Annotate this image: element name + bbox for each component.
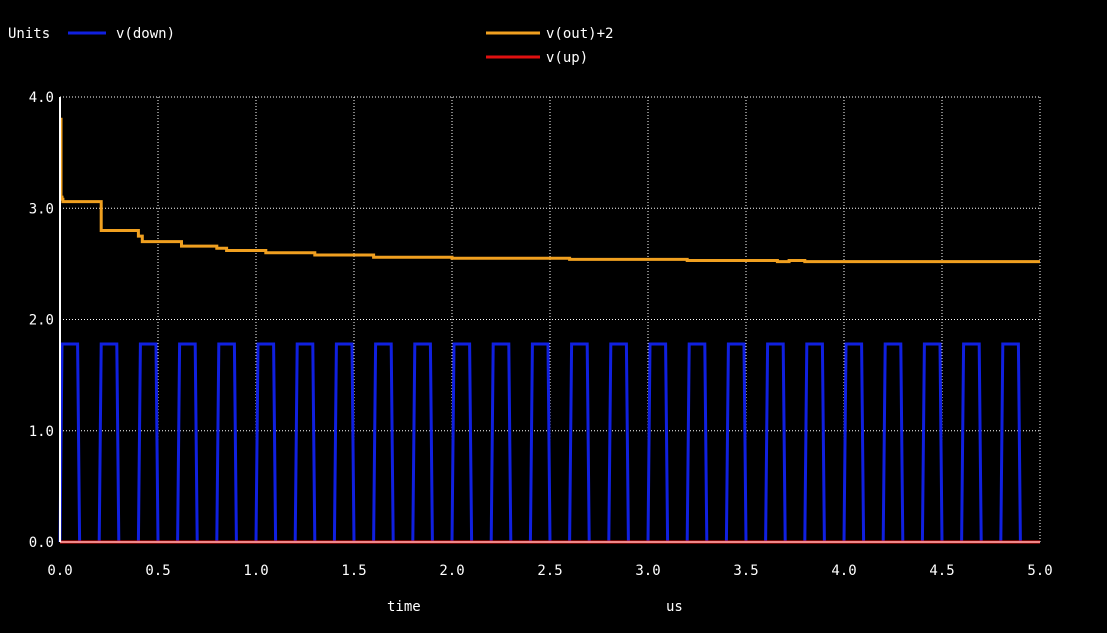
legend-label-v-up: v(up) xyxy=(546,50,588,66)
x-tick-label: 1.0 xyxy=(243,563,268,579)
x-tick-label: 3.0 xyxy=(635,563,660,579)
x-tick-label: 5.0 xyxy=(1027,563,1052,579)
x-tick-label: 1.5 xyxy=(341,563,366,579)
x-tick-label: 3.5 xyxy=(733,563,758,579)
tick-labels: 0.0 0.5 1.0 1.5 2.0 2.5 3.0 3.5 4.0 4.5 5.0 0.0 1.0 2… xyxy=(29,90,1053,579)
y-tick-label: 4.0 xyxy=(29,90,54,106)
x-axis-label: time xyxy=(387,599,421,615)
series-line-v-out-2 xyxy=(59,117,1040,264)
x-tick-label: 0.5 xyxy=(145,563,170,579)
y-tick-label: 2.0 xyxy=(29,313,54,329)
y-tick-label: 1.0 xyxy=(29,424,54,440)
y-tick-label: 3.0 xyxy=(29,201,54,217)
legend-label-v-down: v(down) xyxy=(116,26,175,42)
x-tick-label: 0.0 xyxy=(47,563,72,579)
x-tick-label: 4.5 xyxy=(929,563,954,579)
legend: Units v(down) v(out)+2 v(up) xyxy=(8,26,613,66)
series-layer xyxy=(58,117,1040,544)
legend-label-v-out: v(out)+2 xyxy=(546,26,613,42)
x-tick-label: 2.0 xyxy=(439,563,464,579)
y-tick-label: 0.0 xyxy=(29,535,54,551)
x-tick-label: 4.0 xyxy=(831,563,856,579)
y-units-label: Units xyxy=(8,26,50,42)
series-line-v-down xyxy=(58,342,1022,544)
x-units-label: us xyxy=(666,599,683,615)
axes xyxy=(59,97,1040,543)
x-tick-label: 2.5 xyxy=(537,563,562,579)
